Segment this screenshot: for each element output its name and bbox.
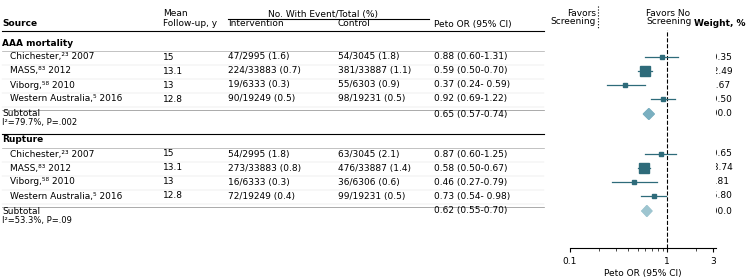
Text: 0.46 (0.27-0.79): 0.46 (0.27-0.79)	[434, 177, 507, 186]
Text: Source: Source	[2, 20, 37, 28]
Text: 10.35: 10.35	[707, 52, 733, 61]
Text: MASS,⁸³ 2012: MASS,⁸³ 2012	[10, 163, 71, 172]
Text: Follow-up, y: Follow-up, y	[163, 20, 217, 28]
Text: 98/19231 (0.5): 98/19231 (0.5)	[338, 95, 406, 104]
Text: 13.1: 13.1	[163, 163, 183, 172]
Text: Western Australia,⁵ 2016: Western Australia,⁵ 2016	[10, 95, 123, 104]
Text: 62.49: 62.49	[707, 66, 733, 76]
Text: Rupture: Rupture	[2, 136, 43, 145]
Text: 36/6306 (0.6): 36/6306 (0.6)	[338, 177, 400, 186]
Text: 0.87 (0.60-1.25): 0.87 (0.60-1.25)	[434, 150, 507, 158]
Text: No. With Event/Total (%): No. With Event/Total (%)	[268, 9, 378, 18]
Text: 0.62 (0.55-0.70): 0.62 (0.55-0.70)	[434, 206, 507, 215]
Text: Screening: Screening	[551, 18, 596, 27]
Text: I²=53.3%, P=.09: I²=53.3%, P=.09	[2, 215, 72, 225]
Text: 63/3045 (2.1): 63/3045 (2.1)	[338, 150, 400, 158]
Text: 0.92 (0.69-1.22): 0.92 (0.69-1.22)	[434, 95, 507, 104]
Text: MASS,⁸³ 2012: MASS,⁸³ 2012	[10, 66, 71, 76]
Text: 0.59 (0.50-0.70): 0.59 (0.50-0.70)	[434, 66, 507, 76]
Text: 16/6333 (0.3): 16/6333 (0.3)	[228, 177, 290, 186]
Text: Viborg,⁵⁸ 2010: Viborg,⁵⁸ 2010	[10, 81, 75, 90]
Text: 273/33883 (0.8): 273/33883 (0.8)	[228, 163, 301, 172]
Text: Peto OR (95% CI): Peto OR (95% CI)	[434, 20, 512, 28]
Text: I²=79.7%, P=.002: I²=79.7%, P=.002	[2, 119, 77, 128]
Text: 47/2995 (1.6): 47/2995 (1.6)	[228, 52, 290, 61]
Text: Western Australia,⁵ 2016: Western Australia,⁵ 2016	[10, 191, 123, 201]
Text: 15.80: 15.80	[707, 191, 733, 201]
Text: 10.65: 10.65	[707, 150, 733, 158]
Text: 54/3045 (1.8): 54/3045 (1.8)	[338, 52, 400, 61]
Text: Subtotal: Subtotal	[2, 109, 40, 119]
Text: 15: 15	[163, 150, 175, 158]
Text: 90/19249 (0.5): 90/19249 (0.5)	[228, 95, 295, 104]
Text: 100.0: 100.0	[707, 206, 733, 215]
Text: Control: Control	[338, 20, 371, 28]
Text: Subtotal: Subtotal	[2, 206, 40, 215]
Text: Mean: Mean	[163, 9, 187, 18]
Text: 0.58 (0.50-0.67): 0.58 (0.50-0.67)	[434, 163, 507, 172]
Text: 4.81: 4.81	[710, 177, 730, 186]
Text: 68.74: 68.74	[707, 163, 733, 172]
Text: 12.8: 12.8	[163, 191, 183, 201]
Text: 224/33883 (0.7): 224/33883 (0.7)	[228, 66, 301, 76]
Text: 13: 13	[163, 81, 175, 90]
Text: 476/33887 (1.4): 476/33887 (1.4)	[338, 163, 411, 172]
Text: 100.0: 100.0	[707, 109, 733, 119]
Text: 72/19249 (0.4): 72/19249 (0.4)	[228, 191, 295, 201]
Text: 13.1: 13.1	[163, 66, 183, 76]
Text: 381/33887 (1.1): 381/33887 (1.1)	[338, 66, 412, 76]
Text: 54/2995 (1.8): 54/2995 (1.8)	[228, 150, 290, 158]
Text: 0.37 (0.24- 0.59): 0.37 (0.24- 0.59)	[434, 81, 510, 90]
Text: 19.50: 19.50	[707, 95, 733, 104]
Text: 99/19231 (0.5): 99/19231 (0.5)	[338, 191, 406, 201]
Text: 0.65 (0.57-0.74): 0.65 (0.57-0.74)	[434, 109, 507, 119]
Text: Intervention: Intervention	[228, 20, 284, 28]
Text: Chichester,²³ 2007: Chichester,²³ 2007	[10, 150, 94, 158]
X-axis label: Peto OR (95% CI): Peto OR (95% CI)	[604, 269, 682, 278]
Text: 7.67: 7.67	[710, 81, 730, 90]
Text: Viborg,⁵⁸ 2010: Viborg,⁵⁸ 2010	[10, 177, 75, 186]
Text: 12.8: 12.8	[163, 95, 183, 104]
Text: Weight, %: Weight, %	[694, 20, 746, 28]
Text: AAA mortality: AAA mortality	[2, 39, 73, 47]
Text: 55/6303 (0.9): 55/6303 (0.9)	[338, 81, 400, 90]
Text: 13: 13	[163, 177, 175, 186]
Text: Favors: Favors	[567, 9, 596, 18]
Text: 0.88 (0.60-1.31): 0.88 (0.60-1.31)	[434, 52, 507, 61]
Text: 15: 15	[163, 52, 175, 61]
Text: Favors No: Favors No	[646, 9, 690, 18]
Text: 19/6333 (0.3): 19/6333 (0.3)	[228, 81, 290, 90]
Text: 0.73 (0.54- 0.98): 0.73 (0.54- 0.98)	[434, 191, 510, 201]
Text: Screening: Screening	[646, 18, 692, 27]
Polygon shape	[643, 109, 654, 119]
Polygon shape	[642, 206, 652, 217]
Text: Chichester,²³ 2007: Chichester,²³ 2007	[10, 52, 94, 61]
